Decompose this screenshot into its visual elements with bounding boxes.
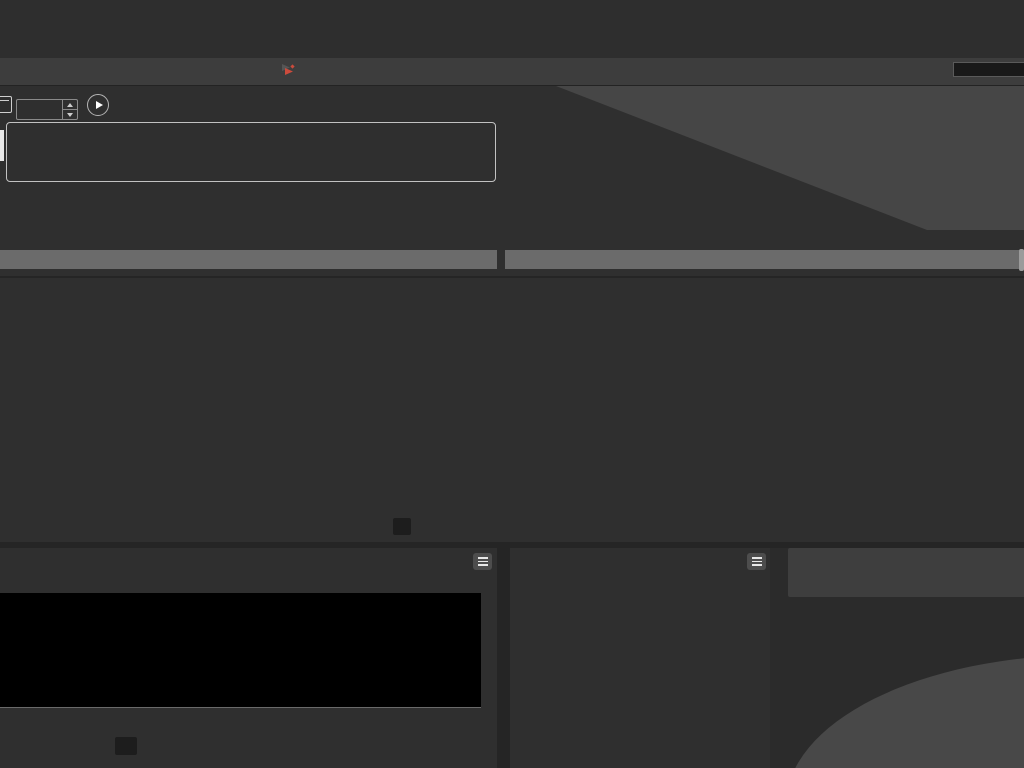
run-button[interactable] bbox=[87, 94, 109, 116]
aiolos-logo bbox=[281, 63, 304, 76]
background-window bbox=[0, 0, 1024, 58]
file-dropzone[interactable] bbox=[6, 122, 496, 182]
chevron-up-icon bbox=[67, 102, 73, 107]
calendar-icon[interactable] bbox=[0, 96, 12, 113]
gauge-value bbox=[510, 656, 770, 682]
cost-table bbox=[505, 230, 1024, 269]
length-in-days-input[interactable] bbox=[16, 99, 78, 120]
play-icon bbox=[95, 101, 103, 109]
app-header bbox=[0, 58, 1024, 86]
hamburger-menu-icon[interactable] bbox=[473, 553, 492, 570]
histogram-panel bbox=[0, 548, 497, 768]
table-row[interactable] bbox=[0, 250, 497, 269]
histogram-title bbox=[0, 555, 470, 567]
stepper-up-button[interactable] bbox=[63, 100, 77, 109]
browse-button-fragment[interactable] bbox=[0, 130, 4, 161]
number-stepper bbox=[62, 100, 77, 119]
histogram-x-label bbox=[0, 720, 470, 727]
table-header-row bbox=[0, 230, 497, 250]
workspace-select[interactable] bbox=[953, 62, 1024, 77]
histogram-plot[interactable] bbox=[0, 593, 481, 708]
table-row[interactable] bbox=[505, 250, 1024, 269]
aiolos-logo-icon bbox=[282, 64, 295, 75]
calculation-results-panel bbox=[0, 278, 1024, 542]
total-cost-card bbox=[788, 548, 1024, 597]
gauge-caption bbox=[510, 748, 770, 757]
hamburger-menu-icon[interactable] bbox=[747, 553, 766, 570]
volume-table bbox=[0, 230, 497, 269]
background-shape-curve bbox=[786, 655, 1024, 768]
logo-text bbox=[301, 64, 304, 76]
gauge-panel bbox=[510, 548, 770, 768]
chevron-down-icon bbox=[67, 112, 73, 117]
stepper-down-button[interactable] bbox=[63, 109, 77, 119]
length-value[interactable] bbox=[17, 100, 62, 119]
histogram-subtitle bbox=[0, 579, 470, 586]
chart-title bbox=[0, 283, 990, 295]
table-header-row bbox=[505, 230, 1024, 250]
histogram-legend bbox=[115, 737, 137, 755]
gauge-percent bbox=[510, 731, 770, 745]
table-scrollbar[interactable] bbox=[1019, 249, 1024, 271]
chart-legend bbox=[393, 518, 411, 535]
timeseries-plot[interactable] bbox=[0, 300, 1024, 497]
